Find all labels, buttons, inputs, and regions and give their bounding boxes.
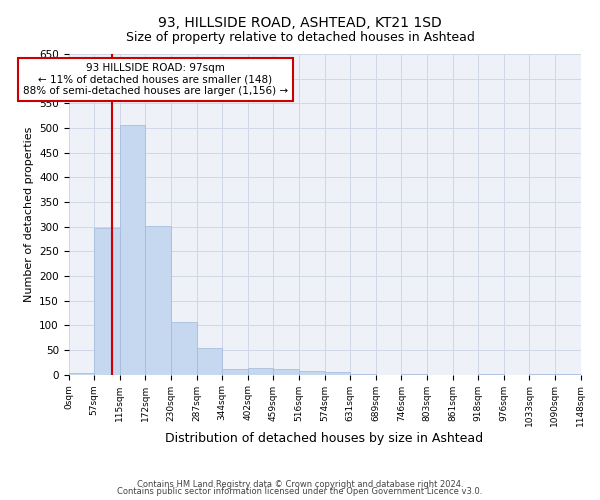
Text: Size of property relative to detached houses in Ashtead: Size of property relative to detached ho… <box>125 31 475 44</box>
Bar <box>325 372 350 374</box>
Text: 93 HILLSIDE ROAD: 97sqm
← 11% of detached houses are smaller (148)
88% of semi-d: 93 HILLSIDE ROAD: 97sqm ← 11% of detache… <box>23 63 288 96</box>
Bar <box>248 368 273 374</box>
Bar <box>94 228 120 374</box>
Bar <box>273 368 299 374</box>
Text: Contains HM Land Registry data © Crown copyright and database right 2024.: Contains HM Land Registry data © Crown c… <box>137 480 463 489</box>
Bar <box>299 370 325 374</box>
Bar <box>197 348 222 374</box>
Text: Contains public sector information licensed under the Open Government Licence v3: Contains public sector information licen… <box>118 487 482 496</box>
Bar <box>68 373 94 374</box>
Bar <box>171 322 197 374</box>
Text: 93, HILLSIDE ROAD, ASHTEAD, KT21 1SD: 93, HILLSIDE ROAD, ASHTEAD, KT21 1SD <box>158 16 442 30</box>
Bar <box>120 124 145 374</box>
Bar <box>145 226 171 374</box>
Bar <box>222 368 248 374</box>
X-axis label: Distribution of detached houses by size in Ashtead: Distribution of detached houses by size … <box>166 432 484 445</box>
Y-axis label: Number of detached properties: Number of detached properties <box>23 126 34 302</box>
